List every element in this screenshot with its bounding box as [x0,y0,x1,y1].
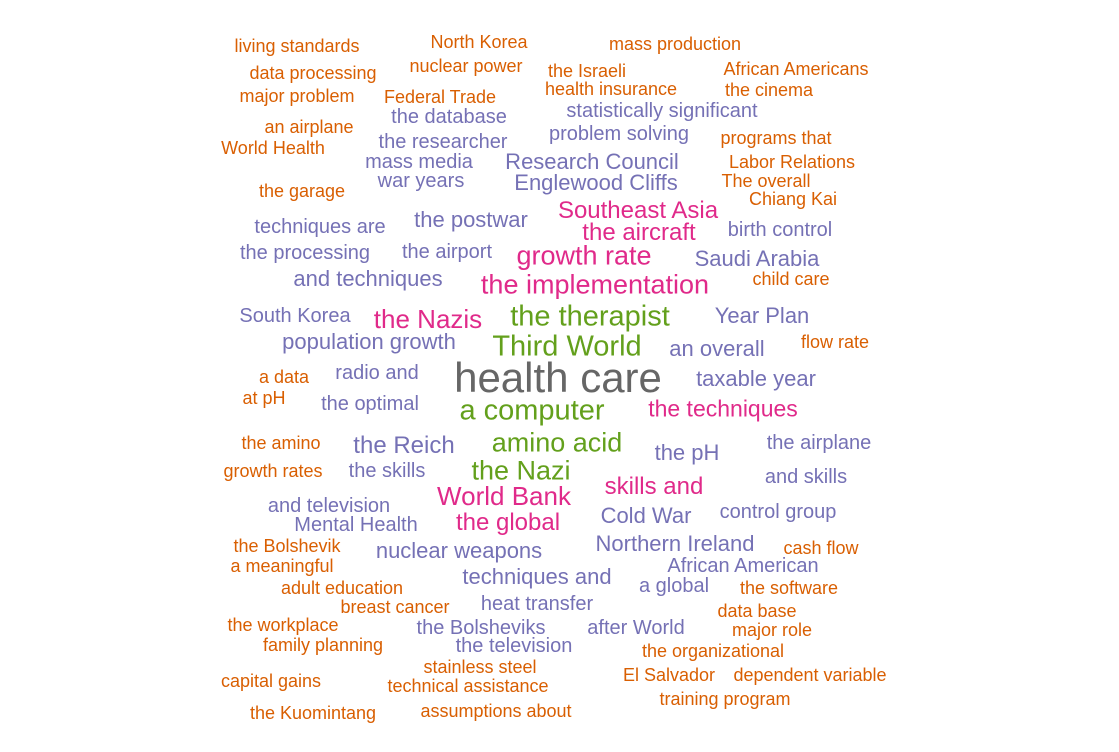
cloud-word: the database [391,106,507,128]
cloud-word: the workplace [227,615,339,635]
cloud-word: flow rate [800,332,870,352]
cloud-word: after World [587,617,685,639]
cloud-word: the therapist [510,300,670,333]
cloud-word: Third World [492,330,642,363]
cloud-word: the Nazi [471,455,571,486]
cloud-word: cash flow [783,538,859,558]
cloud-word: health care [454,354,662,401]
cloud-word: statistically significant [566,100,758,122]
cloud-word: a computer [459,394,605,427]
cloud-word: the organizational [641,641,785,661]
cloud-word: family planning [262,635,384,655]
cloud-word: Northern Ireland [595,531,755,556]
cloud-word: skills and [604,473,704,500]
cloud-word: El Salvador [622,665,716,685]
cloud-word: heat transfer [480,593,594,615]
cloud-word: the techniques [648,395,798,422]
cloud-word: major problem [239,86,355,106]
cloud-word: the postwar [414,207,528,232]
cloud-word: Research Council [505,149,679,174]
cloud-word: The overall [721,171,811,191]
cloud-word: stainless steel [423,657,537,677]
cloud-word: Chiang Kai [748,189,838,209]
cloud-word: population growth [282,329,456,354]
cloud-word: the processing [239,242,371,264]
cloud-word: the global [455,509,561,536]
cloud-word: the Bolshevik [233,536,341,556]
cloud-word: capital gains [220,671,322,691]
cloud-word: programs that [720,128,832,148]
cloud-word: the Reich [353,432,455,459]
cloud-word: radio and [335,362,419,384]
cloud-word: a global [638,575,710,597]
cloud-word: adult education [280,578,404,598]
cloud-word: the Bolsheviks [416,617,546,639]
cloud-word: child care [752,269,830,289]
cloud-word: technical assistance [387,676,549,696]
cloud-word: Mental Health [294,514,418,536]
cloud-word: the aircraft [582,219,696,246]
cloud-word: growth rate [516,240,652,271]
cloud-word: and skills [764,466,848,488]
cloud-word: the software [739,578,839,598]
cloud-word: Labor Relations [728,152,856,172]
cloud-word: techniques are [254,216,386,238]
cloud-word: Cold War [600,503,692,528]
cloud-word: the garage [258,181,346,201]
cloud-word: living standards [234,36,360,56]
cloud-word: African Americans [723,59,869,79]
cloud-word: major role [731,620,813,640]
cloud-word: dependent variable [733,665,887,685]
cloud-word: at pH [242,388,286,408]
cloud-word: the researcher [378,131,508,153]
cloud-word: mass production [608,34,742,54]
cloud-word: amino acid [491,427,623,458]
cloud-word: nuclear power [409,56,523,76]
cloud-word: assumptions about [420,701,572,721]
cloud-word: taxable year [696,366,816,391]
cloud-word: North Korea [430,32,528,52]
cloud-word: control group [719,501,837,523]
cloud-word: the Kuomintang [249,703,377,723]
cloud-word: the implementation [480,269,710,300]
cloud-word: Saudi Arabia [694,246,820,271]
cloud-word: a data [258,367,310,387]
cloud-word: birth control [727,219,833,241]
cloud-word: nuclear weapons [375,538,543,563]
cloud-word: problem solving [548,123,690,145]
cloud-word: growth rates [223,461,323,481]
cloud-word: South Korea [239,305,351,327]
cloud-word: the airplane [766,432,872,454]
cloud-word: mass media [365,151,473,173]
cloud-word: the Israeli [547,61,627,81]
cloud-word: a meaningful [230,556,334,576]
cloud-word: techniques and [462,564,612,589]
cloud-word: training program [659,689,791,709]
cloud-word: Englewood Cliffs [514,170,678,195]
cloud-word: the amino [241,433,321,453]
cloud-word: the television [455,635,573,657]
cloud-word: war years [377,170,465,192]
cloud-word: data processing [249,63,377,83]
cloud-word: the optimal [321,393,419,415]
cloud-word: the pH [654,440,720,465]
cloud-word: data base [717,601,797,621]
cloud-word: African American [667,555,819,577]
cloud-word: Federal Trade [383,87,497,107]
cloud-word: the Nazis [373,304,483,334]
cloud-word: and television [267,495,391,517]
cloud-word: Southeast Asia [557,197,719,224]
cloud-word: the cinema [724,80,814,100]
cloud-word: the skills [348,460,426,482]
cloud-word: and techniques [293,266,443,291]
cloud-word: an airplane [264,117,354,137]
cloud-word: World Bank [437,481,571,511]
cloud-word: Year Plan [714,303,810,328]
cloud-word: health insurance [544,79,678,99]
cloud-word: an overall [669,336,765,361]
cloud-word: the airport [401,241,493,263]
cloud-word: World Health [221,138,325,158]
cloud-word: breast cancer [340,597,450,617]
